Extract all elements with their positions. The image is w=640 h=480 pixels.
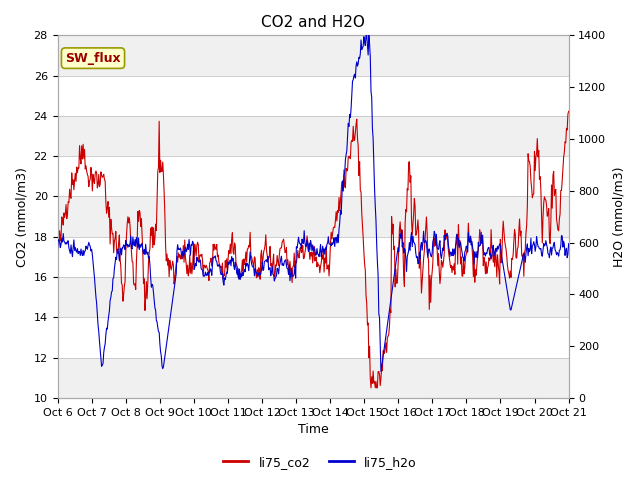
- Title: CO2 and H2O: CO2 and H2O: [261, 15, 365, 30]
- Bar: [58, 277, 568, 317]
- Bar: [58, 358, 568, 398]
- Text: SW_flux: SW_flux: [65, 52, 121, 65]
- Bar: [58, 76, 568, 116]
- Bar: [58, 196, 568, 237]
- Bar: [58, 317, 568, 358]
- Y-axis label: H2O (mmol/m3): H2O (mmol/m3): [612, 167, 625, 267]
- Y-axis label: CO2 (mmol/m3): CO2 (mmol/m3): [15, 167, 28, 266]
- Bar: [58, 156, 568, 196]
- Bar: [58, 237, 568, 277]
- Bar: [58, 36, 568, 76]
- Legend: li75_co2, li75_h2o: li75_co2, li75_h2o: [218, 451, 422, 474]
- Bar: [58, 116, 568, 156]
- X-axis label: Time: Time: [298, 423, 328, 436]
